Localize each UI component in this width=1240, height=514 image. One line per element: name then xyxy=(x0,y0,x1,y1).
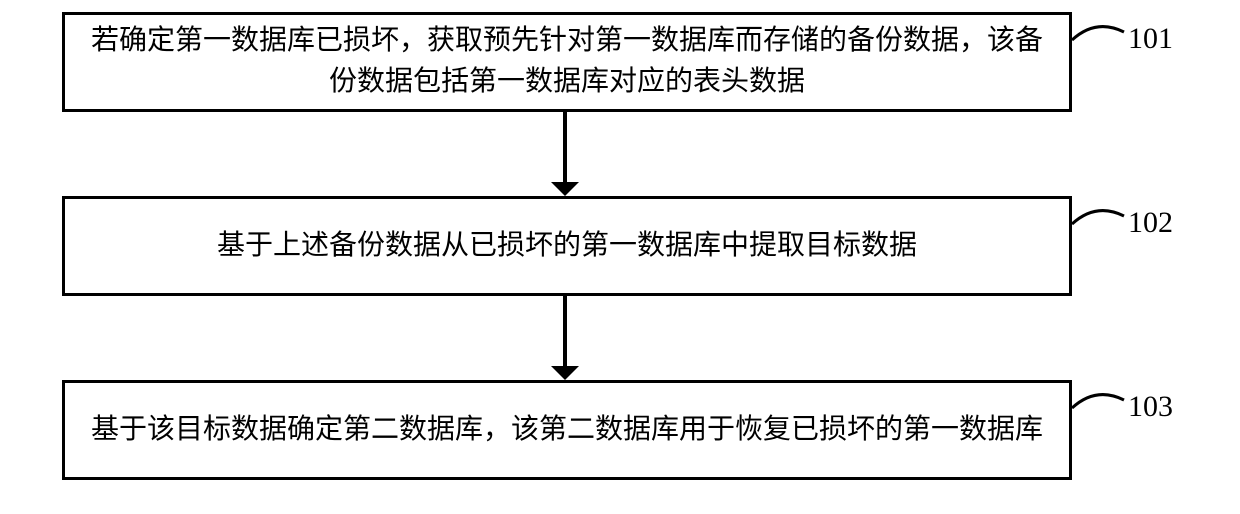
flowchart-canvas: 若确定第一数据库已损坏，获取预先针对第一数据库而存储的备份数据，该备份数据包括第… xyxy=(0,0,1240,514)
flow-node-n1: 若确定第一数据库已损坏，获取预先针对第一数据库而存储的备份数据，该备份数据包括第… xyxy=(62,12,1072,112)
flow-node-label-n3: 103 xyxy=(1128,390,1173,424)
flow-node-label-n2: 102 xyxy=(1128,206,1173,240)
flow-node-text: 基于上述备份数据从已损坏的第一数据库中提取目标数据 xyxy=(217,226,917,267)
arrow-head-icon xyxy=(551,366,579,380)
arrow-head-icon xyxy=(551,182,579,196)
flow-node-text: 若确定第一数据库已损坏，获取预先针对第一数据库而存储的备份数据，该备份数据包括第… xyxy=(85,21,1049,102)
flow-node-n2: 基于上述备份数据从已损坏的第一数据库中提取目标数据 xyxy=(62,196,1072,296)
flow-node-label-n1: 101 xyxy=(1128,22,1173,56)
flow-node-n3: 基于该目标数据确定第二数据库，该第二数据库用于恢复已损坏的第一数据库 xyxy=(62,380,1072,480)
arrow-line xyxy=(563,112,567,182)
flow-node-text: 基于该目标数据确定第二数据库，该第二数据库用于恢复已损坏的第一数据库 xyxy=(91,410,1043,451)
arrow-line xyxy=(563,296,567,366)
